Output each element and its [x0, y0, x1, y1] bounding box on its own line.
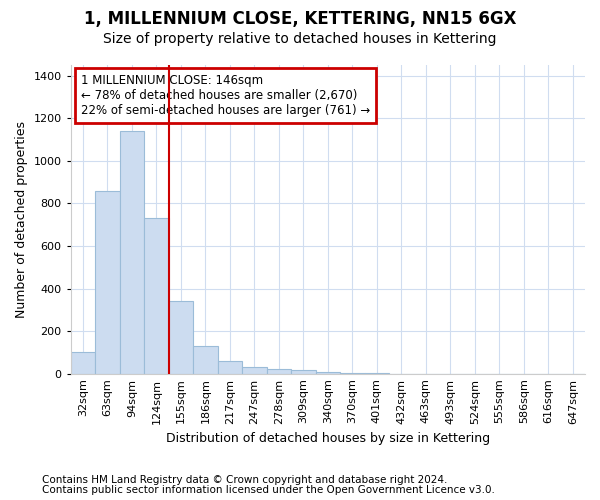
- Text: Contains public sector information licensed under the Open Government Licence v3: Contains public sector information licen…: [42, 485, 495, 495]
- Bar: [169, 302, 193, 374]
- Bar: [242, 368, 266, 374]
- Bar: [316, 372, 340, 374]
- Bar: [71, 352, 95, 374]
- Bar: [95, 190, 119, 374]
- Text: 1 MILLENNIUM CLOSE: 146sqm
← 78% of detached houses are smaller (2,670)
22% of s: 1 MILLENNIUM CLOSE: 146sqm ← 78% of deta…: [81, 74, 370, 118]
- Text: Size of property relative to detached houses in Kettering: Size of property relative to detached ho…: [103, 32, 497, 46]
- X-axis label: Distribution of detached houses by size in Kettering: Distribution of detached houses by size …: [166, 432, 490, 445]
- Text: 1, MILLENNIUM CLOSE, KETTERING, NN15 6GX: 1, MILLENNIUM CLOSE, KETTERING, NN15 6GX: [84, 10, 516, 28]
- Y-axis label: Number of detached properties: Number of detached properties: [15, 121, 28, 318]
- Text: Contains HM Land Registry data © Crown copyright and database right 2024.: Contains HM Land Registry data © Crown c…: [42, 475, 448, 485]
- Bar: [119, 131, 144, 374]
- Bar: [193, 346, 218, 374]
- Bar: [144, 218, 169, 374]
- Bar: [291, 370, 316, 374]
- Bar: [218, 361, 242, 374]
- Bar: [266, 370, 291, 374]
- Bar: [340, 372, 365, 374]
